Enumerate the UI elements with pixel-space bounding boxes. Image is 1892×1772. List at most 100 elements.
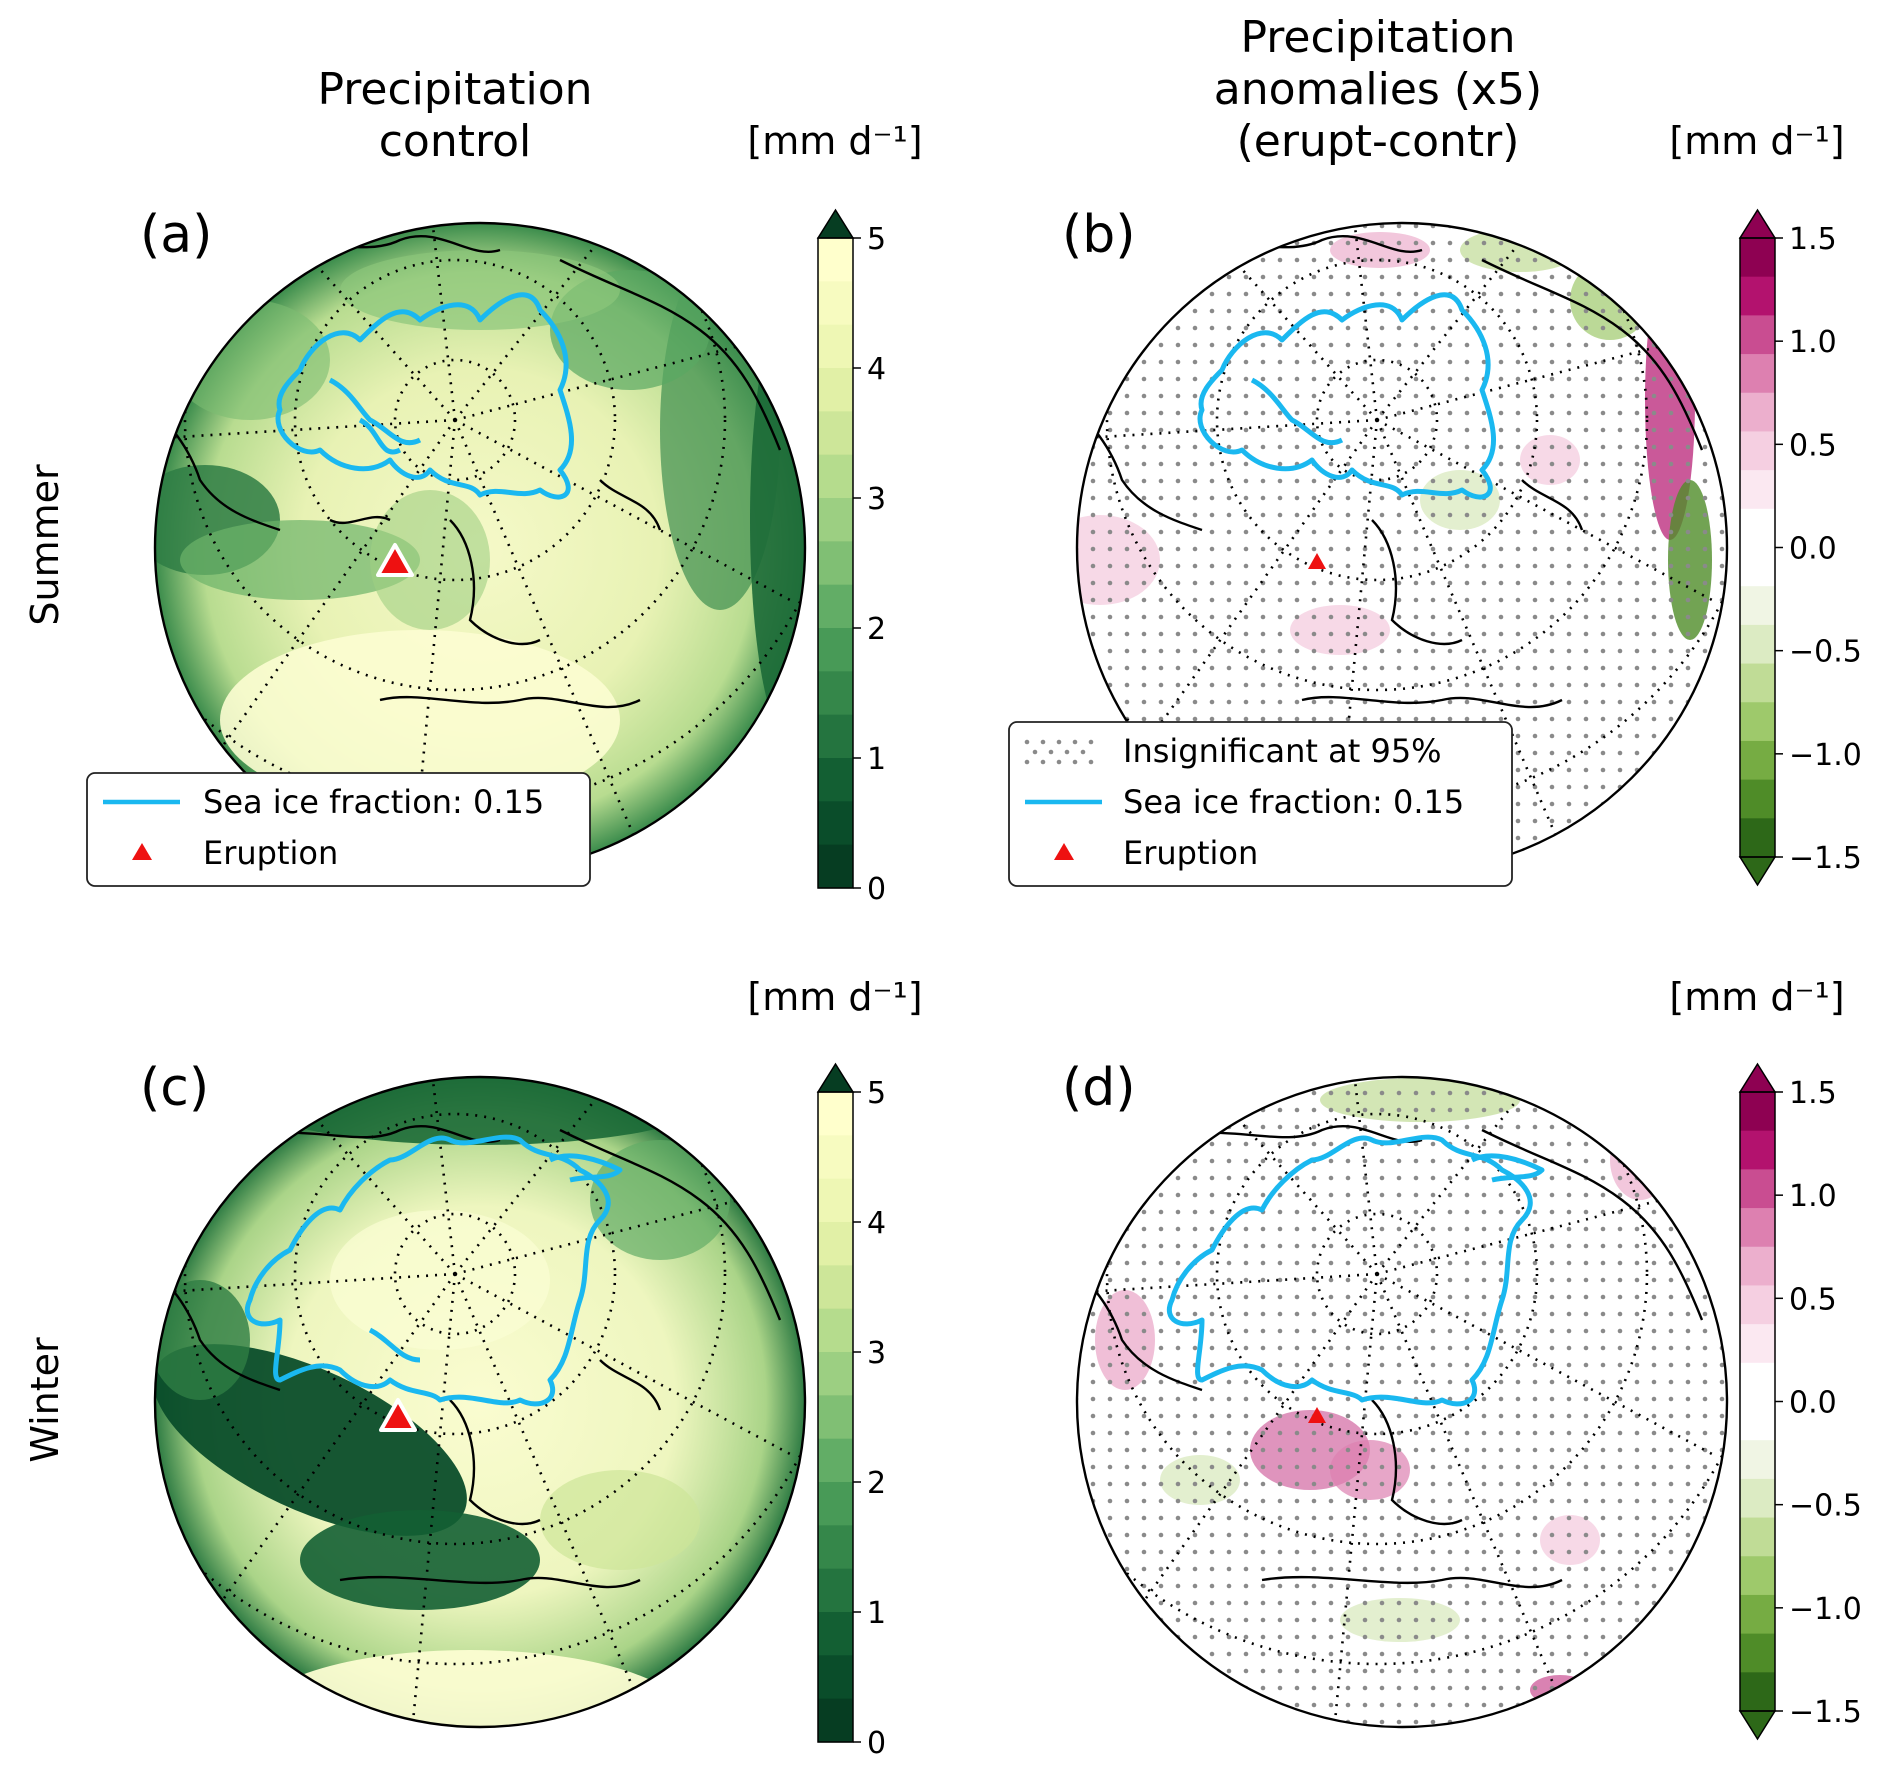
cbar-c-tick-label: 2	[867, 1466, 886, 1501]
cbar-a-swatch	[818, 368, 853, 412]
cbar-c-swatch	[818, 1265, 853, 1310]
cbar-c-swatch	[818, 1698, 853, 1743]
cbar-a-swatch	[818, 541, 853, 586]
cbar-d-swatch	[1740, 1362, 1775, 1403]
cbar-c-swatch	[818, 1655, 853, 1700]
cbar-a-swatch	[818, 281, 853, 326]
cbar-b-swatch	[1740, 624, 1775, 665]
cbar-a-swatch	[818, 671, 853, 716]
cbar-b-tick-label: 0.0	[1789, 532, 1837, 567]
title-control-line1: Precipitation	[317, 64, 592, 115]
cbar-b-swatch	[1740, 354, 1775, 394]
cbar-b-swatch	[1740, 470, 1775, 510]
units-label-b: [mm d⁻¹]	[1669, 119, 1844, 163]
panel-c-boundary	[153, 1075, 807, 1729]
cbar-b-swatch	[1740, 238, 1775, 278]
cbar-d-swatch	[1740, 1594, 1775, 1635]
cbar-a-swatch	[818, 758, 853, 802]
cbar-b-swatch	[1740, 586, 1775, 626]
cbar-d-extend-min	[1738, 1710, 1777, 1741]
cbar-b-tick-label: 1.0	[1789, 325, 1837, 360]
title-anomaly-line1: Precipitation	[1240, 12, 1515, 63]
cbar-d-swatch	[1740, 1169, 1775, 1209]
panel-d-label: (d)	[1062, 1058, 1136, 1118]
panel-c-gridlines	[155, 1077, 805, 1727]
cbar-b-swatch	[1740, 740, 1775, 781]
cbar-a-swatch	[818, 801, 853, 846]
cbar-d-swatch	[1740, 1440, 1775, 1480]
cbar-c-swatch	[818, 1612, 853, 1656]
cbar-c-swatch	[818, 1178, 853, 1223]
legend-b: Insignificant at 95% Sea ice fraction: 0…	[1008, 721, 1513, 887]
legend-b-eruption-label: Eruption	[1123, 834, 1258, 872]
panel-a-eruption-marker	[376, 543, 414, 577]
cbar-c-swatch	[818, 1092, 853, 1136]
colorbar-b: 1.5 1.0 0.5 0.0 −0.5 −1.0 −1.5	[1738, 208, 1862, 887]
cbar-d-swatch	[1740, 1478, 1775, 1519]
cbar-d-swatch	[1740, 1208, 1775, 1248]
panel-d-gridlines	[1077, 1077, 1727, 1727]
units-label-a: [mm d⁻¹]	[747, 119, 922, 163]
title-control-line2: control	[379, 116, 532, 167]
cbar-a-swatch	[818, 454, 853, 499]
panel-a-map	[153, 221, 807, 875]
legend-b-stipple-swatch	[1024, 739, 1094, 765]
cbar-a-swatch	[818, 628, 853, 672]
cbar-a-tick-label: 1	[867, 742, 886, 777]
cbar-b-tick-label: −1.5	[1789, 841, 1862, 876]
title-anomaly-line2: anomalies (x5)	[1214, 64, 1542, 115]
cbar-d-swatch	[1740, 1246, 1775, 1287]
panel-c-eruption-marker	[379, 1398, 417, 1432]
panel-c-coastlines	[155, 1125, 782, 1589]
cbar-c-swatch	[818, 1308, 853, 1353]
cbar-c-outline	[817, 1091, 854, 1743]
cbar-a-tick-label: 2	[867, 612, 886, 647]
panel-d-eruption-marker	[1308, 1407, 1326, 1423]
cbar-d-swatch	[1740, 1556, 1775, 1596]
panel-b-eruption-marker	[1308, 553, 1326, 569]
cbar-c-swatch	[818, 1395, 853, 1440]
cbar-a-swatch	[818, 498, 853, 542]
cbar-a-swatch	[818, 238, 853, 282]
cbar-c-swatch	[818, 1135, 853, 1180]
title-anomaly-line3: (erupt-contr)	[1237, 116, 1520, 167]
cbar-b-swatch	[1740, 663, 1775, 703]
legend-a-sea-ice-label: Sea ice fraction: 0.15	[203, 783, 544, 821]
cbar-c-swatch	[818, 1525, 853, 1570]
legend-a-eruption-marker	[132, 843, 152, 860]
cbar-b-swatch	[1740, 276, 1775, 316]
cbar-c-tick-label: 4	[867, 1206, 886, 1241]
cbar-d-extend-max	[1738, 1062, 1777, 1093]
cbar-c-tick-label: 3	[867, 1336, 886, 1371]
cbar-b-tick-label: −0.5	[1789, 635, 1862, 670]
panel-c-sea-ice-contour	[244, 1134, 623, 1407]
cbar-c-tick-label: 1	[867, 1596, 886, 1631]
legend-b-insignificant-label: Insignificant at 95%	[1123, 732, 1442, 770]
cbar-d-swatch	[1740, 1517, 1775, 1557]
panel-d-boundary	[1075, 1075, 1729, 1729]
panel-c-map	[153, 1075, 807, 1729]
cbar-c-swatch	[818, 1222, 853, 1266]
cbar-a-swatch	[818, 411, 853, 456]
colorbar-d: 1.5 1.0 0.5 0.0 −0.5 −1.0 −1.5	[1738, 1062, 1862, 1741]
panel-a-label: (a)	[140, 205, 212, 265]
panel-c-label: (c)	[140, 1058, 209, 1118]
cbar-b-swatch	[1740, 431, 1775, 471]
panel-a-sea-ice-contour	[275, 292, 575, 500]
panel-b-sea-ice-contour	[1197, 292, 1497, 500]
panel-d-sea-ice-contour	[1166, 1134, 1545, 1407]
row-label-winter: Winter	[23, 1337, 67, 1463]
cbar-d-swatch	[1740, 1401, 1775, 1441]
cbar-b-swatch	[1740, 508, 1775, 549]
cbar-a-swatch	[818, 584, 853, 629]
cbar-a-tick-label: 0	[867, 872, 886, 907]
cbar-d-tick-label: −0.5	[1789, 1489, 1862, 1524]
row-label-summer: Summer	[23, 464, 67, 626]
cbar-c-extend-max	[816, 1062, 855, 1093]
cbar-d-tick-label: 1.0	[1789, 1179, 1837, 1214]
cbar-d-tick-label: −1.0	[1789, 1592, 1862, 1627]
cbar-a-tick-label: 5	[867, 222, 886, 257]
cbar-a-tick-label: 3	[867, 482, 886, 517]
cbar-a-swatch	[818, 844, 853, 889]
